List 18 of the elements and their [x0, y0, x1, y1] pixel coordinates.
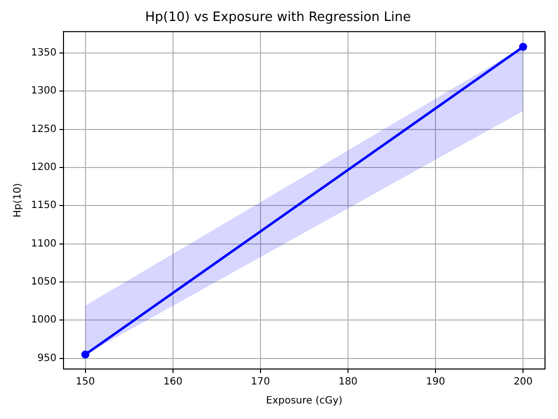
y-tick-label: 1150	[30, 200, 56, 212]
x-tick-label: 200	[514, 376, 533, 388]
x-tick-label: 180	[338, 376, 358, 388]
y-tick-label: 1200	[30, 162, 56, 174]
x-tick-label: 190	[426, 376, 446, 388]
y-tick-label: 1050	[30, 276, 56, 288]
y-tick-label: 950	[37, 352, 56, 364]
x-tick-label: 170	[250, 376, 270, 388]
y-tick-label: 1300	[30, 86, 56, 97]
y-tick-label: 1350	[30, 48, 56, 59]
chart-title: Hp(10) vs Exposure with Regression Line	[145, 10, 411, 26]
y-tick-label: 1250	[30, 124, 56, 135]
y-tick-label: 1100	[30, 238, 56, 250]
x-tick-label: 150	[76, 376, 95, 388]
x-tick-label: 160	[163, 376, 182, 388]
y-axis-title: Hp(10)	[12, 183, 24, 218]
x-axis-title: Exposure (cGy)	[266, 396, 343, 407]
y-tick-label: 1000	[30, 314, 56, 326]
